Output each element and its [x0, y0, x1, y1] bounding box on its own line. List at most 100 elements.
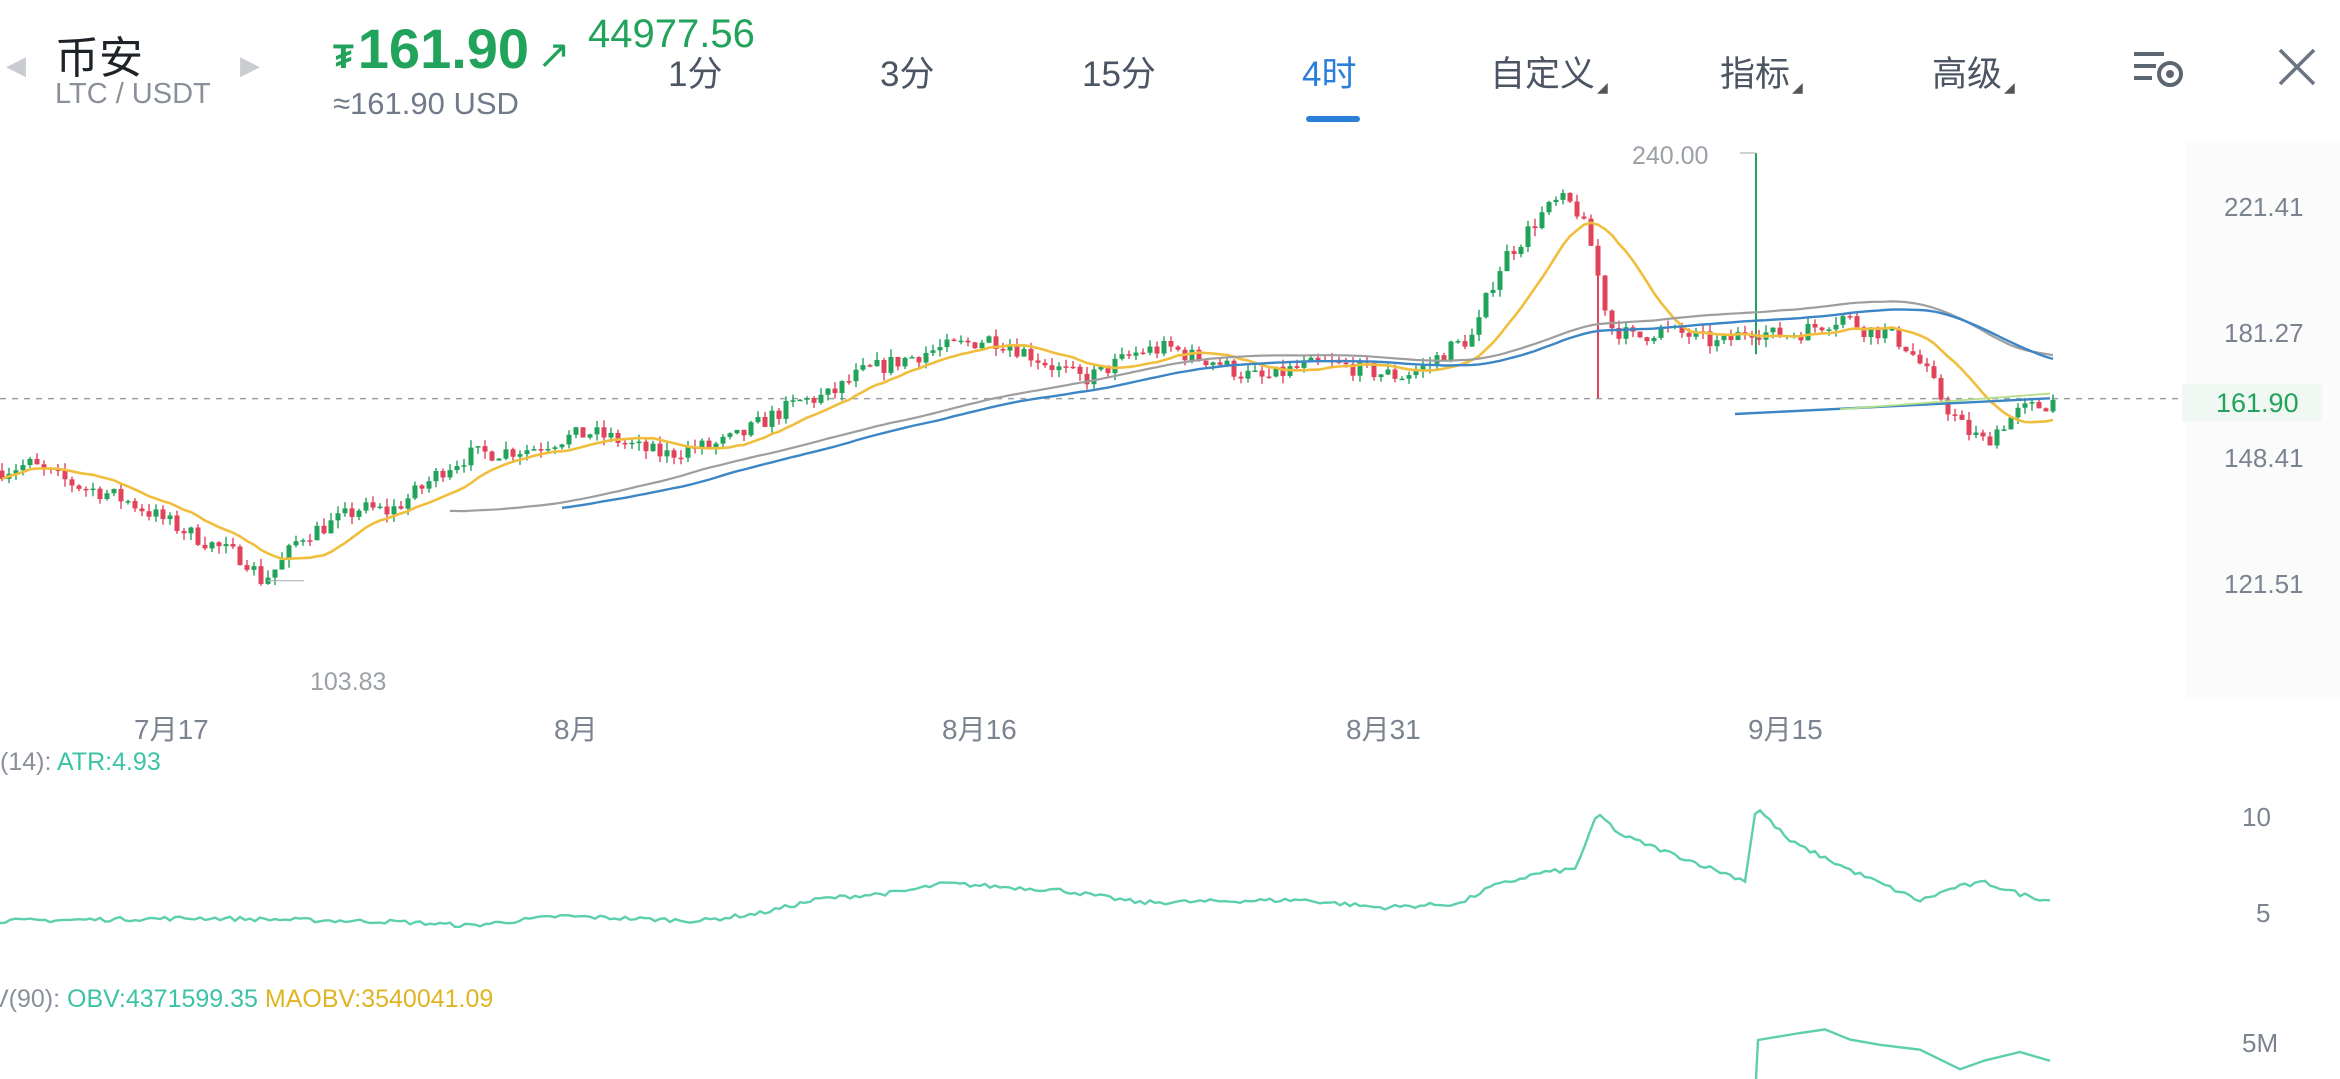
candle-body [587, 434, 593, 438]
candle-body [1812, 324, 1818, 328]
candle-body [146, 511, 152, 517]
candle-body [1385, 369, 1391, 375]
candle-body [909, 357, 915, 359]
price-value: 161.90 [357, 17, 530, 80]
candle-body [930, 350, 936, 353]
obv-indicator-label: V(90): OBV:4371599.35 MAOBV:3540041.09 [0, 985, 493, 1014]
tab-indicators[interactable]: 指标 ◢ [1720, 46, 1803, 97]
obv-prefix: V(90): [0, 985, 61, 1013]
candle-body [699, 440, 705, 449]
high-annotation: 240.00 [1632, 142, 1709, 170]
candle-body [69, 479, 75, 486]
candle-body [153, 509, 159, 517]
candle-body [657, 443, 663, 457]
chart-settings-icon[interactable] [2132, 48, 2186, 90]
candle-body [531, 449, 537, 451]
candle-body [104, 493, 110, 500]
dropdown-triangle-icon: ◢ [2004, 79, 2015, 95]
candle-body [1140, 352, 1146, 355]
candle-body [1924, 363, 1930, 367]
candle-body [1476, 317, 1482, 335]
candle-body [1126, 354, 1132, 356]
candle-body [1553, 199, 1559, 203]
candle-body [510, 449, 516, 457]
ma-tail-green-line [1839, 392, 2051, 411]
candle-body [1238, 376, 1244, 379]
volume-value: 44977.56 [588, 12, 755, 56]
candle-body [1350, 364, 1356, 376]
close-icon[interactable] [2276, 46, 2318, 88]
candle-body [1196, 349, 1202, 361]
tab-1m[interactable]: 1分 [668, 55, 723, 94]
atr-axis-label: 5 [2256, 898, 2271, 928]
candle-body [1441, 355, 1447, 361]
candle-body [902, 357, 908, 367]
candle-body [272, 569, 278, 578]
tab-15m[interactable]: 15分 [1082, 55, 1156, 94]
tab-4h[interactable]: 4时 [1302, 55, 1357, 94]
candle-body [965, 340, 971, 343]
candle-body [2001, 429, 2007, 431]
candle-body [13, 470, 19, 474]
candle-body [1875, 327, 1881, 339]
candle-body [1546, 202, 1552, 213]
candle-body [139, 508, 145, 512]
pair-selector[interactable]: LTC / USDT [55, 78, 211, 110]
tab-3m[interactable]: 3分 [880, 55, 935, 94]
candle-body [1280, 366, 1286, 376]
candle-body [1434, 355, 1440, 364]
candle-body [1966, 419, 1972, 435]
candle-body [1084, 373, 1090, 385]
candle-body [1616, 328, 1622, 339]
header: ◀ 币安 LTC / USDT ▶ ₮ 161.90 ↗ 44977.56 ≈1… [0, 0, 2340, 135]
candle-body [1868, 327, 1874, 337]
candle-body [426, 481, 432, 489]
tab-custom[interactable]: 自定义 ◢ [1490, 46, 1608, 97]
candle-body [1686, 332, 1692, 337]
candle-body [1560, 193, 1566, 200]
candle-body [1945, 399, 1951, 415]
candle-body [874, 360, 880, 367]
candle-body [1749, 335, 1755, 338]
candle-body [1525, 226, 1531, 247]
next-pair-arrow-icon[interactable]: ▶ [240, 50, 260, 80]
candle-body [349, 508, 355, 517]
candle-body [797, 399, 803, 402]
candle-body [251, 566, 257, 570]
candle-body [244, 565, 250, 570]
tab-advanced[interactable]: 高级 ◢ [1932, 46, 2015, 97]
candle-body [1042, 362, 1048, 366]
candle-body [41, 464, 47, 469]
candle-body [671, 450, 677, 458]
ma-short-line [1, 221, 2054, 561]
candle-body [748, 422, 754, 436]
candle-body [1728, 335, 1734, 341]
candle-body [160, 509, 166, 520]
candle-body [314, 525, 320, 541]
candle-body [475, 446, 481, 448]
candle-body [1567, 193, 1573, 202]
candle-body [237, 546, 243, 566]
prev-pair-arrow-icon[interactable]: ◀ [6, 50, 26, 80]
candle-body [1889, 329, 1895, 331]
candle-body [1847, 316, 1853, 318]
candle-body [1399, 378, 1405, 381]
current-price-tag: 161.90 [2182, 384, 2322, 422]
candle-body [993, 336, 999, 350]
candle-body [174, 515, 180, 532]
candle-body [27, 458, 33, 466]
obv-value: OBV:4371599.35 [67, 985, 258, 1013]
candle-body [678, 457, 684, 460]
candle-body [1539, 212, 1545, 229]
usdt-currency-icon: ₮ [333, 38, 354, 76]
exchange-name: 币安 [55, 34, 143, 83]
candle-body [2036, 402, 2042, 409]
candle-body [650, 443, 656, 452]
candle-body [545, 448, 551, 451]
candle-body [1581, 216, 1587, 219]
candle-body [1490, 289, 1496, 293]
ma-long-grey-line [449, 300, 2054, 513]
candle-body [1000, 349, 1006, 351]
candle-body [1679, 325, 1685, 333]
